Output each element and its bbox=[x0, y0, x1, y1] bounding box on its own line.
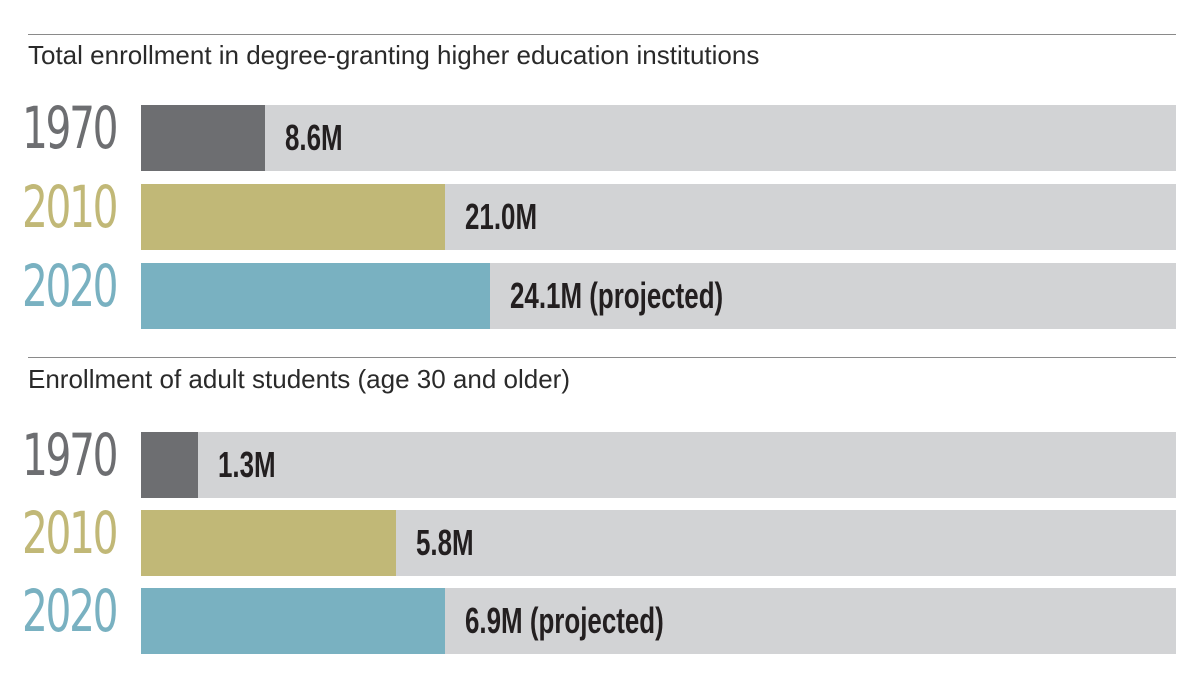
chart-1-value-2010: 21.0M bbox=[465, 196, 538, 237]
chart-2-title: Enrollment of adult students (age 30 and… bbox=[28, 364, 571, 394]
chart-1-track-2010: 21.0M bbox=[141, 184, 1176, 250]
chart-2-bar-2010 bbox=[141, 510, 396, 576]
chart-2-year-2010: 2010 bbox=[22, 499, 119, 567]
chart-1-value-2020: 24.1M (projected) bbox=[510, 275, 724, 316]
chart-2-year-1970: 1970 bbox=[22, 421, 119, 489]
chart-1-bar-1970 bbox=[141, 105, 265, 171]
chart-1-bar-2010 bbox=[141, 184, 445, 250]
chart-2-track-1970: 1.3M bbox=[141, 432, 1176, 498]
chart-1-value-1970: 8.6M bbox=[285, 117, 343, 158]
chart-1-track-2020: 24.1M (projected) bbox=[141, 263, 1176, 329]
chart-2-year-2020: 2020 bbox=[22, 577, 119, 645]
chart-2-bar-1970 bbox=[141, 432, 198, 498]
chart-1-year-1970: 1970 bbox=[22, 94, 119, 162]
chart-2-track-2020: 6.9M (projected) bbox=[141, 588, 1176, 654]
chart-1-year-2020: 2020 bbox=[22, 252, 119, 320]
chart-2-value-1970: 1.3M bbox=[218, 444, 276, 485]
chart-1-title: Total enrollment in degree-granting high… bbox=[28, 40, 760, 70]
chart-2-value-2020: 6.9M (projected) bbox=[465, 600, 664, 641]
chart-1-year-2010: 2010 bbox=[22, 173, 119, 241]
chart-2-bar-2020 bbox=[141, 588, 445, 654]
middle-divider bbox=[28, 357, 1176, 358]
chart-1-bar-2020 bbox=[141, 263, 490, 329]
top-divider bbox=[28, 34, 1176, 35]
chart-2-track-2010: 5.8M bbox=[141, 510, 1176, 576]
chart-1-track-1970: 8.6M bbox=[141, 105, 1176, 171]
chart-2-value-2010: 5.8M bbox=[416, 522, 474, 563]
